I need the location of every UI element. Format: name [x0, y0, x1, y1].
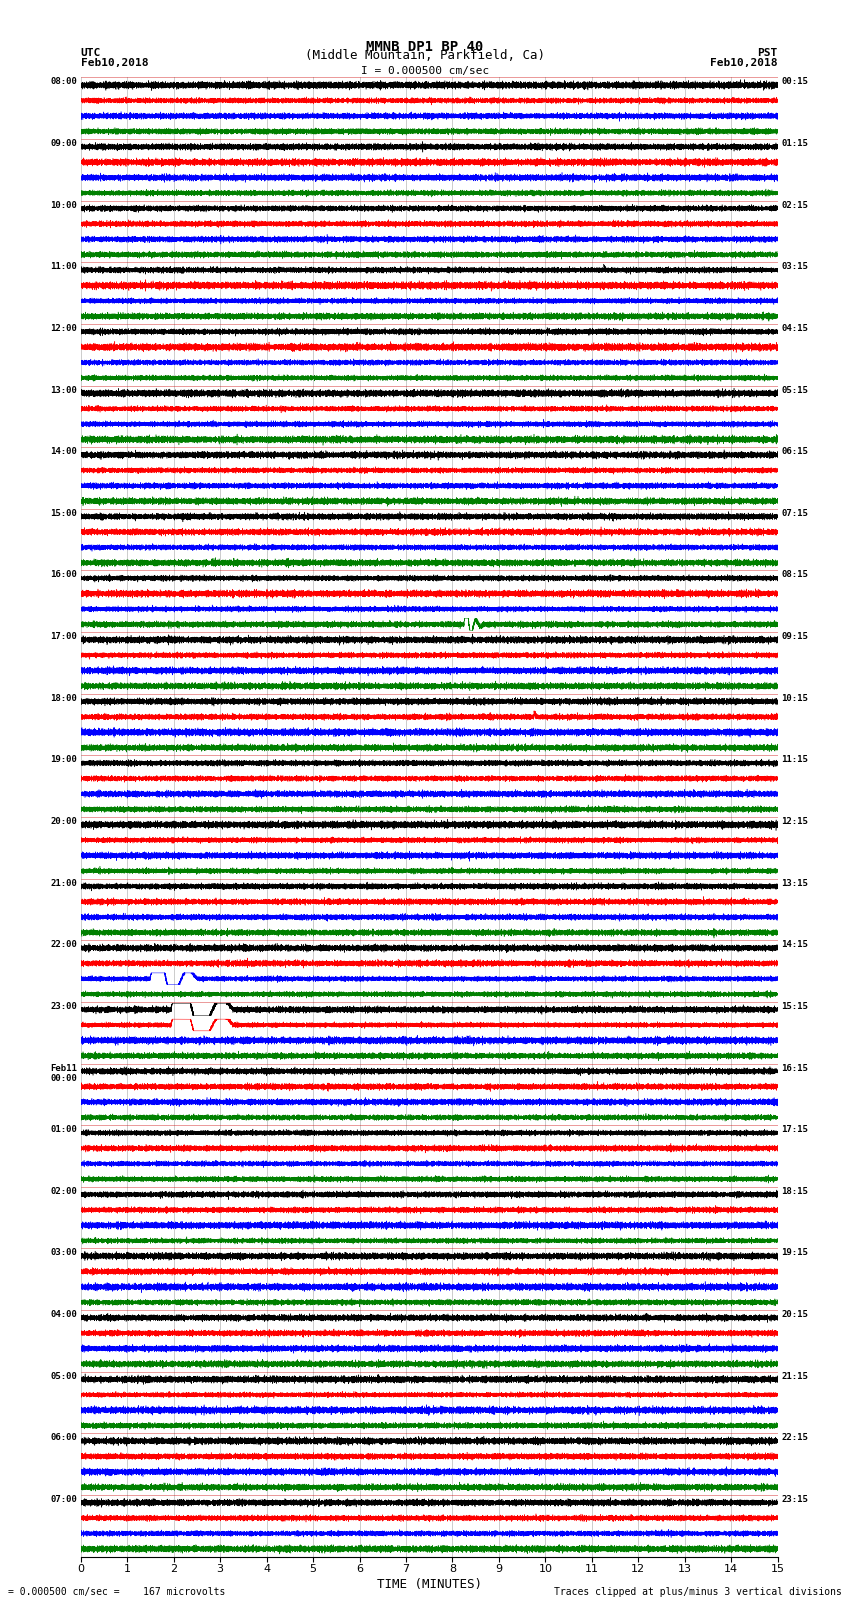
Text: 22:00: 22:00 [50, 940, 77, 948]
Text: Feb10,2018: Feb10,2018 [711, 58, 778, 68]
Text: 19:15: 19:15 [781, 1248, 808, 1258]
Text: 22:15: 22:15 [781, 1434, 808, 1442]
Text: 04:15: 04:15 [781, 324, 808, 332]
Text: MMNB DP1 BP 40: MMNB DP1 BP 40 [366, 39, 484, 53]
Text: PST: PST [757, 48, 778, 58]
Text: Feb10,2018: Feb10,2018 [81, 58, 148, 68]
Text: 03:15: 03:15 [781, 263, 808, 271]
X-axis label: TIME (MINUTES): TIME (MINUTES) [377, 1579, 482, 1592]
Text: Feb11
00:00: Feb11 00:00 [50, 1063, 77, 1082]
Text: 20:15: 20:15 [781, 1310, 808, 1319]
Text: 08:00: 08:00 [50, 77, 77, 87]
Text: 01:00: 01:00 [50, 1126, 77, 1134]
Text: 16:15: 16:15 [781, 1063, 808, 1073]
Text: 08:15: 08:15 [781, 571, 808, 579]
Text: 15:15: 15:15 [781, 1002, 808, 1011]
Text: 00:15: 00:15 [781, 77, 808, 87]
Text: 17:15: 17:15 [781, 1126, 808, 1134]
Text: (Middle Mountain, Parkfield, Ca): (Middle Mountain, Parkfield, Ca) [305, 50, 545, 63]
Text: 09:15: 09:15 [781, 632, 808, 640]
Text: 16:00: 16:00 [50, 571, 77, 579]
Text: 23:15: 23:15 [781, 1495, 808, 1503]
Text: 11:00: 11:00 [50, 263, 77, 271]
Text: 21:00: 21:00 [50, 879, 77, 887]
Text: 21:15: 21:15 [781, 1371, 808, 1381]
Text: 02:15: 02:15 [781, 200, 808, 210]
Text: 20:00: 20:00 [50, 816, 77, 826]
Text: 07:15: 07:15 [781, 508, 808, 518]
Text: 14:00: 14:00 [50, 447, 77, 456]
Text: 11:15: 11:15 [781, 755, 808, 765]
Text: 12:15: 12:15 [781, 816, 808, 826]
Text: 01:15: 01:15 [781, 139, 808, 148]
Text: 05:15: 05:15 [781, 386, 808, 395]
Text: UTC: UTC [81, 48, 101, 58]
Text: I = 0.000500 cm/sec: I = 0.000500 cm/sec [361, 66, 489, 76]
Text: 15:00: 15:00 [50, 508, 77, 518]
Text: 06:00: 06:00 [50, 1434, 77, 1442]
Text: 09:00: 09:00 [50, 139, 77, 148]
Text: 10:00: 10:00 [50, 200, 77, 210]
Text: 04:00: 04:00 [50, 1310, 77, 1319]
Text: 05:00: 05:00 [50, 1371, 77, 1381]
Text: Traces clipped at plus/minus 3 vertical divisions: Traces clipped at plus/minus 3 vertical … [553, 1587, 842, 1597]
Text: 23:00: 23:00 [50, 1002, 77, 1011]
Text: 18:15: 18:15 [781, 1187, 808, 1195]
Text: 13:15: 13:15 [781, 879, 808, 887]
Text: 14:15: 14:15 [781, 940, 808, 948]
Text: 19:00: 19:00 [50, 755, 77, 765]
Text: 12:00: 12:00 [50, 324, 77, 332]
Text: 10:15: 10:15 [781, 694, 808, 703]
Text: 03:00: 03:00 [50, 1248, 77, 1258]
Text: 17:00: 17:00 [50, 632, 77, 640]
Text: 02:00: 02:00 [50, 1187, 77, 1195]
Text: 18:00: 18:00 [50, 694, 77, 703]
Text: 06:15: 06:15 [781, 447, 808, 456]
Text: 13:00: 13:00 [50, 386, 77, 395]
Text: 07:00: 07:00 [50, 1495, 77, 1503]
Text: = 0.000500 cm/sec =    167 microvolts: = 0.000500 cm/sec = 167 microvolts [8, 1587, 226, 1597]
